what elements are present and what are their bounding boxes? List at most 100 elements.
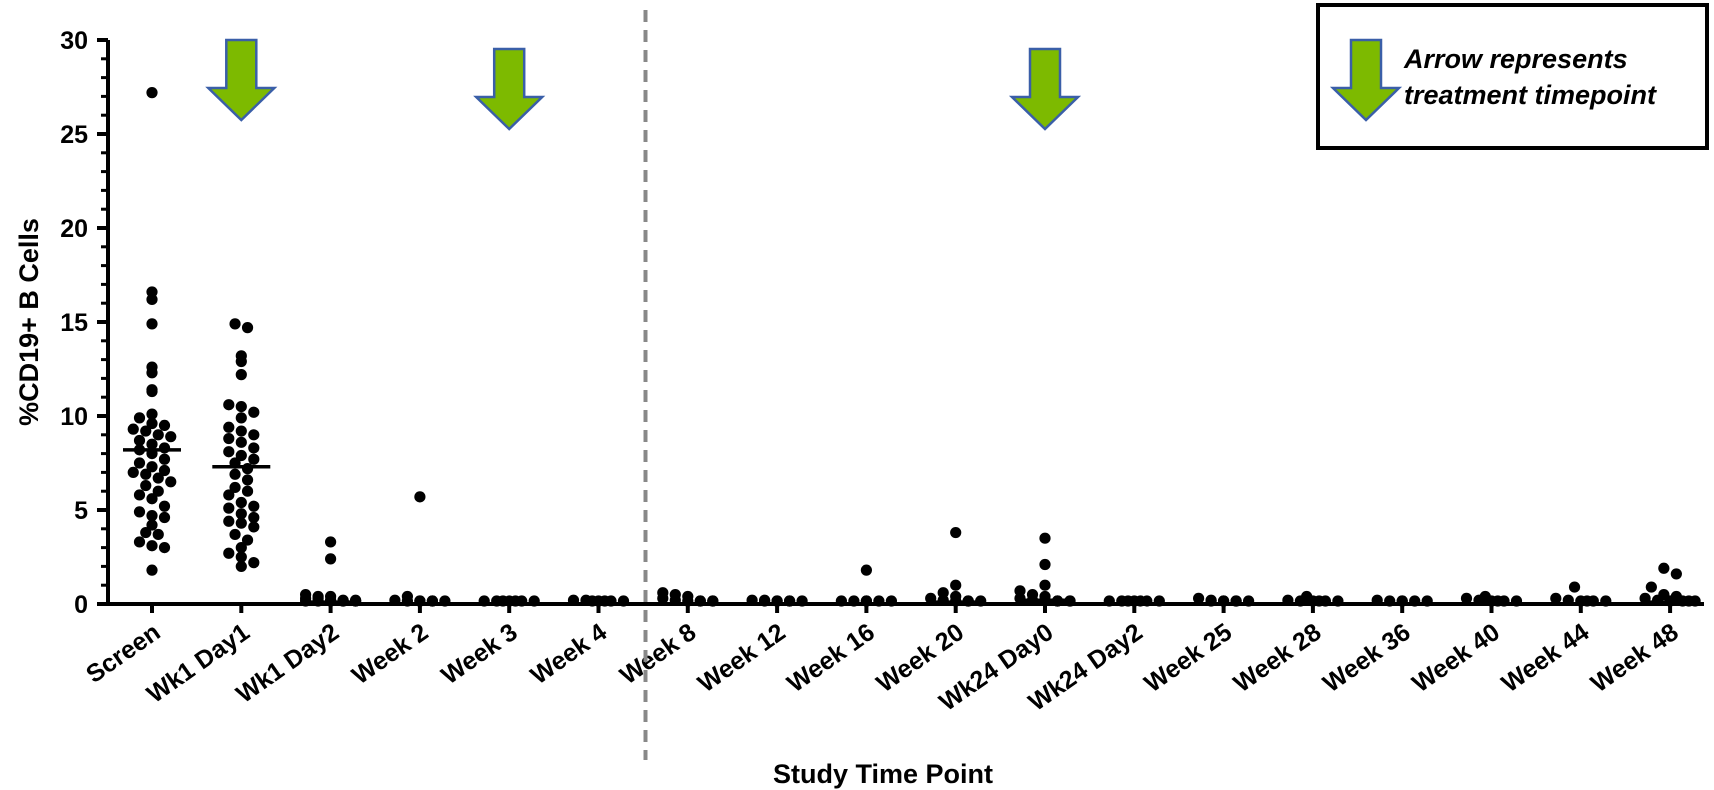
data-point <box>248 521 260 533</box>
y-tick-label: 15 <box>60 309 88 337</box>
data-point <box>235 542 247 554</box>
data-point <box>235 551 247 563</box>
x-tick-label: Week 16 <box>782 618 880 698</box>
data-point <box>1026 589 1039 601</box>
data-point <box>146 519 158 531</box>
x-tick-label: Week 48 <box>1586 618 1684 698</box>
x-tick-label: Week 25 <box>1139 618 1237 698</box>
data-point <box>146 540 158 552</box>
data-point <box>229 481 241 494</box>
data-point <box>682 590 694 603</box>
data-point <box>1658 589 1670 601</box>
data-point <box>1670 590 1682 603</box>
data-point <box>133 434 146 447</box>
data-point <box>146 438 158 450</box>
data-point <box>158 442 171 454</box>
data-point <box>248 453 260 465</box>
y-tick-label: 5 <box>74 497 88 525</box>
data-point <box>146 408 158 420</box>
data-point <box>669 589 681 601</box>
data-point <box>235 350 247 362</box>
data-point <box>248 500 260 512</box>
data-point <box>1193 592 1205 604</box>
data-point <box>401 590 413 603</box>
data-point <box>937 587 949 599</box>
y-tick-label: 10 <box>60 403 88 431</box>
y-ticks: 0 5 10 15 20 25 30 <box>60 27 108 619</box>
data-point <box>229 468 241 480</box>
data-point <box>223 432 235 445</box>
data-point <box>146 361 158 373</box>
data-point <box>223 489 235 501</box>
data-point <box>146 318 158 330</box>
y-tick-label: 20 <box>60 215 88 243</box>
data-point <box>140 425 152 437</box>
y-axis-title: %CD19+ B Cells <box>14 218 44 426</box>
data-point <box>235 496 247 509</box>
data-point <box>235 517 247 529</box>
x-tick-label: Week 12 <box>693 618 791 698</box>
data-point <box>1479 590 1491 603</box>
data-point <box>146 87 158 99</box>
data-point <box>158 542 171 554</box>
treatment-arrow-icon <box>1008 47 1082 131</box>
data-point <box>133 457 146 469</box>
data-point <box>235 425 247 437</box>
treatment-arrow-icon <box>205 38 278 122</box>
data-point <box>152 485 164 497</box>
treatment-arrow-icon <box>473 47 546 131</box>
data-point <box>146 384 158 396</box>
data-point <box>1568 581 1581 593</box>
data-point <box>146 510 158 522</box>
legend-text-line1: Arrow represents <box>1403 44 1628 74</box>
data-point <box>241 534 254 546</box>
x-tick-label: Week 44 <box>1497 618 1595 698</box>
legend-arrow-shape <box>1329 38 1403 122</box>
data-point <box>1014 585 1026 597</box>
x-tick-label: Week 36 <box>1318 618 1416 698</box>
data-point <box>140 526 152 539</box>
data-point <box>152 528 164 541</box>
data-point <box>146 493 158 505</box>
median-lines <box>123 448 1700 606</box>
legend-text-line2: treatment timepoint <box>1404 80 1657 110</box>
data-point <box>133 506 146 518</box>
data-point <box>158 464 171 477</box>
data-point <box>223 502 235 514</box>
data-point <box>248 429 260 441</box>
data-point <box>146 417 158 430</box>
arrow-icon <box>1329 38 1403 122</box>
data-point <box>950 590 962 603</box>
data-point <box>235 436 247 448</box>
data-point <box>229 318 241 330</box>
data-point <box>241 474 254 486</box>
data-point <box>229 528 241 541</box>
data-point <box>1039 579 1051 591</box>
legend: Arrow represents treatment timepoint <box>1316 3 1709 150</box>
data-point <box>235 449 247 462</box>
data-point <box>1039 532 1051 544</box>
data-point <box>165 431 177 443</box>
data-point <box>1670 568 1682 580</box>
data-point <box>223 399 235 411</box>
data-point <box>1460 592 1473 604</box>
data-point <box>248 442 260 454</box>
data-point <box>146 564 158 576</box>
data-point <box>235 560 247 573</box>
data-point <box>158 500 171 512</box>
data-point <box>140 479 152 492</box>
data-point <box>133 489 146 501</box>
data-point <box>248 557 260 569</box>
data-point <box>127 466 139 478</box>
data-point <box>165 476 177 488</box>
data-point <box>241 463 254 475</box>
x-tick-label: Week 3 <box>436 618 522 690</box>
data-point <box>158 419 171 431</box>
data-point <box>152 429 164 441</box>
data-point <box>235 369 247 381</box>
data-point <box>657 587 669 599</box>
data-point <box>127 423 139 435</box>
data-point <box>1645 581 1657 593</box>
